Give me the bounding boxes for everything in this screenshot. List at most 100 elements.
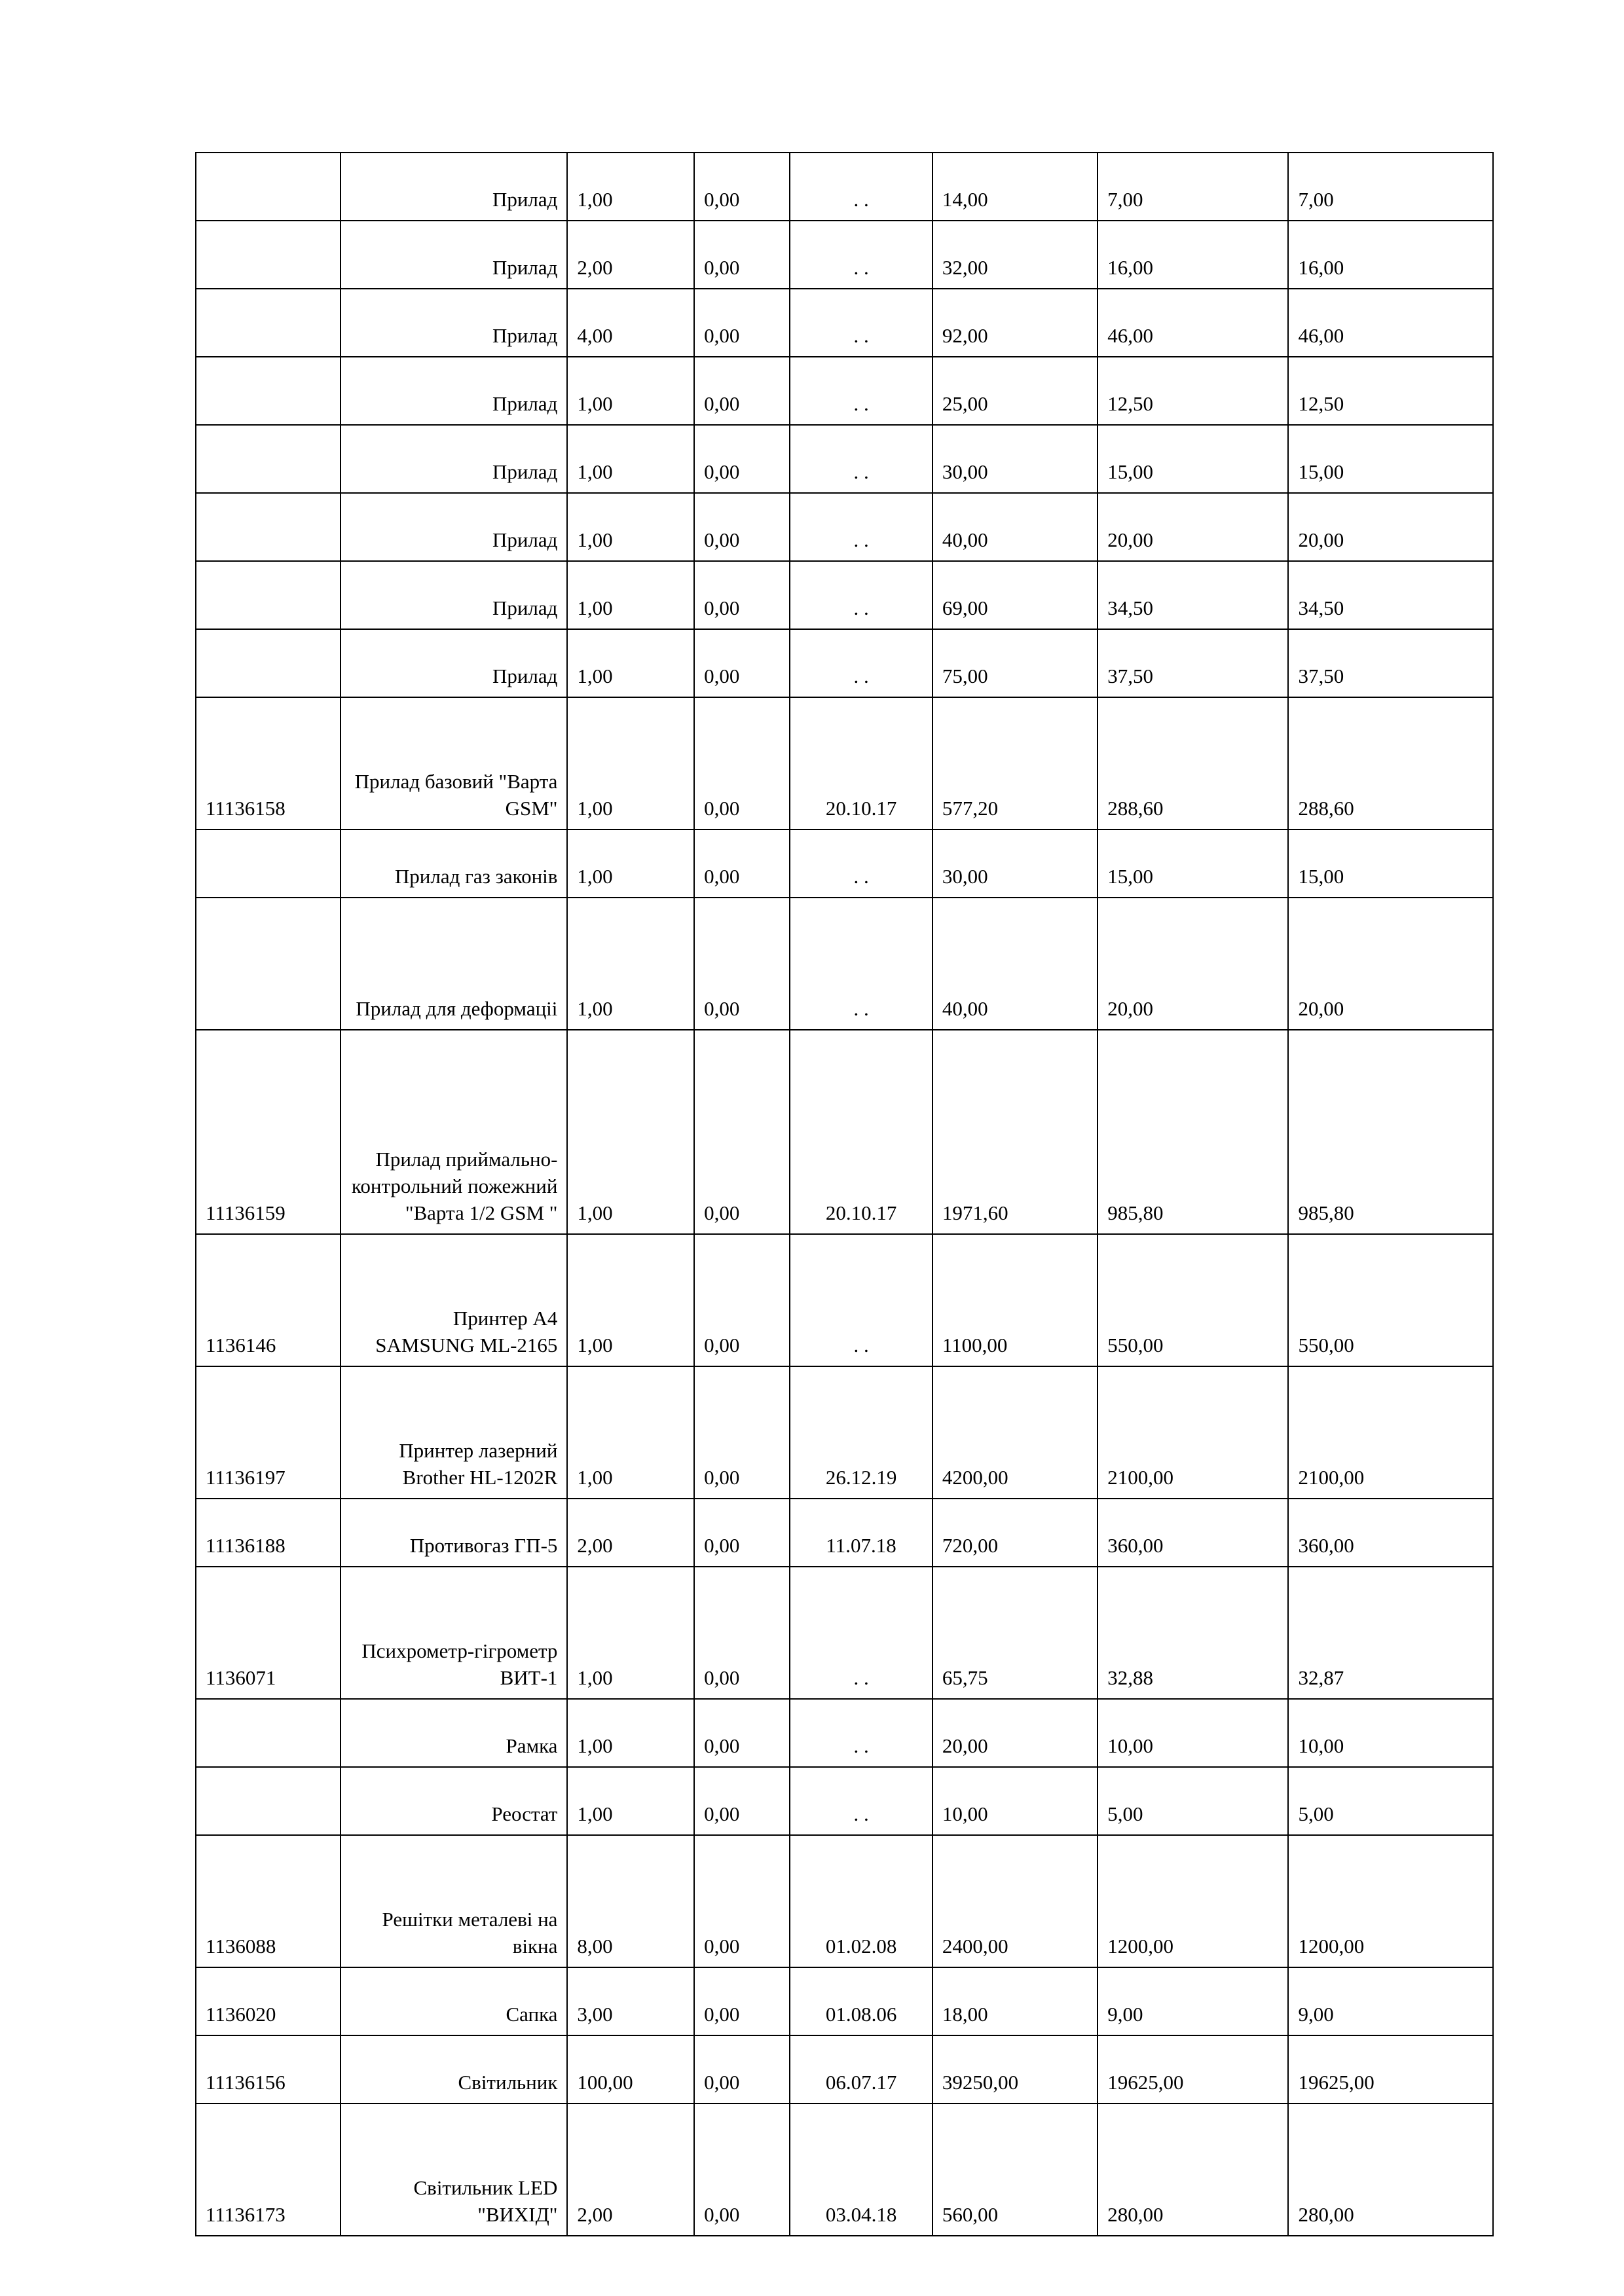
cell-inventory-number <box>194 629 342 698</box>
cell-date: . . <box>789 1698 933 1768</box>
cell-half-sum-1: 20,00 <box>1097 897 1289 1030</box>
table-row: Прилад 2,00 0,00. . 32,00 16,00 16,00 <box>194 220 1494 289</box>
cell-total-sum: 69,00 <box>931 560 1099 630</box>
cell-zero-column: 0,00 <box>693 220 791 289</box>
cell-quantity: 1,00 <box>566 897 695 1030</box>
cell-date: 20.10.17 <box>789 697 933 830</box>
cell-date: 03.04.18 <box>789 2103 933 2236</box>
cell-total-sum: 1100,00 <box>931 1233 1099 1367</box>
cell-half-sum-1: 288,60 <box>1097 697 1289 830</box>
cell-inventory-number: 11136159 <box>194 1029 342 1235</box>
cell-quantity: 1,00 <box>566 152 695 221</box>
cell-quantity: 1,00 <box>566 697 695 830</box>
cell-date: 26.12.19 <box>789 1366 933 1499</box>
cell-half-sum-1: 280,00 <box>1097 2103 1289 2236</box>
cell-date: . . <box>789 492 933 562</box>
cell-item-name: Решітки металеві на вікна <box>340 1834 568 1968</box>
cell-inventory-number <box>194 1766 342 1836</box>
cell-half-sum-1: 46,00 <box>1097 288 1289 357</box>
cell-half-sum-2: 7,00 <box>1287 152 1494 221</box>
cell-half-sum-1: 985,80 <box>1097 1029 1289 1235</box>
cell-quantity: 1,00 <box>566 1766 695 1836</box>
cell-inventory-number: 1136146 <box>194 1233 342 1367</box>
cell-item-name: Прилад <box>340 288 568 357</box>
cell-quantity: 1,00 <box>566 1029 695 1235</box>
cell-zero-column: 0,00 <box>693 560 791 630</box>
table-row: 11136197 Принтер лазерний Brother HL-1202… <box>194 1366 1494 1499</box>
cell-item-name: Прилад <box>340 152 568 221</box>
cell-inventory-number <box>194 152 342 221</box>
cell-date: . . <box>789 1233 933 1367</box>
cell-total-sum: 30,00 <box>931 424 1099 494</box>
cell-total-sum: 40,00 <box>931 492 1099 562</box>
cell-inventory-number <box>194 492 342 562</box>
cell-date: . . <box>789 560 933 630</box>
cell-inventory-number: 11136188 <box>194 1498 342 1567</box>
cell-half-sum-2: 10,00 <box>1287 1698 1494 1768</box>
cell-half-sum-2: 16,00 <box>1287 220 1494 289</box>
cell-half-sum-2: 360,00 <box>1287 1498 1494 1567</box>
cell-date: . . <box>789 829 933 898</box>
table-row: Рамка 1,00 0,00. . 20,00 10,00 10,00 <box>194 1698 1494 1768</box>
cell-total-sum: 75,00 <box>931 629 1099 698</box>
cell-total-sum: 65,75 <box>931 1566 1099 1700</box>
cell-half-sum-2: 32,87 <box>1287 1566 1494 1700</box>
cell-inventory-number: 11136197 <box>194 1366 342 1499</box>
cell-item-name: Противогаз ГП-5 <box>340 1498 568 1567</box>
cell-quantity: 100,00 <box>566 2035 695 2104</box>
table-row: 11136173 Світильник LED "ВИХІД" 2,00 0,00 03… <box>194 2103 1494 2236</box>
cell-zero-column: 0,00 <box>693 492 791 562</box>
cell-inventory-number <box>194 220 342 289</box>
cell-half-sum-1: 1200,00 <box>1097 1834 1289 1968</box>
cell-inventory-number: 11136173 <box>194 2103 342 2236</box>
cell-half-sum-1: 20,00 <box>1097 492 1289 562</box>
cell-item-name: Світильник LED "ВИХІД" <box>340 2103 568 2236</box>
cell-zero-column: 0,00 <box>693 1366 791 1499</box>
cell-quantity: 1,00 <box>566 1698 695 1768</box>
cell-quantity: 1,00 <box>566 1366 695 1499</box>
table-row: Прилад для деформаціі 1,00 0,00. . 40,00 20,… <box>194 897 1494 1030</box>
table-row: 1136146 Принтер А4 SAMSUNG ML-2165 1,00 0,0… <box>194 1233 1494 1367</box>
cell-total-sum: 39250,00 <box>931 2035 1099 2104</box>
cell-zero-column: 0,00 <box>693 1766 791 1836</box>
cell-date: . . <box>789 1766 933 1836</box>
cell-date: . . <box>789 356 933 426</box>
cell-half-sum-1: 7,00 <box>1097 152 1289 221</box>
cell-item-name: Психрометр-гігрометр ВИТ-1 <box>340 1566 568 1700</box>
table-row: Прилад 1,00 0,00. . 25,00 12,50 12,50 <box>194 356 1494 426</box>
cell-total-sum: 92,00 <box>931 288 1099 357</box>
cell-zero-column: 0,00 <box>693 1834 791 1968</box>
cell-zero-column: 0,00 <box>693 152 791 221</box>
cell-zero-column: 0,00 <box>693 697 791 830</box>
cell-total-sum: 2400,00 <box>931 1834 1099 1968</box>
cell-quantity: 4,00 <box>566 288 695 357</box>
table-row: 1136020 Сапка 3,00 0,00 01.08.06 18,00 9,00 9,0… <box>194 1967 1494 2036</box>
cell-total-sum: 40,00 <box>931 897 1099 1030</box>
cell-half-sum-2: 5,00 <box>1287 1766 1494 1836</box>
cell-half-sum-1: 19625,00 <box>1097 2035 1289 2104</box>
cell-quantity: 1,00 <box>566 356 695 426</box>
cell-zero-column: 0,00 <box>693 829 791 898</box>
inventory-table-container: Прилад 1,00 0,00. . 14,00 7,00 7,00 Прилад 2,00… <box>194 152 1494 2236</box>
cell-half-sum-1: 34,50 <box>1097 560 1289 630</box>
table-row: Реостат 1,00 0,00. . 10,00 5,00 5,00 <box>194 1766 1494 1836</box>
cell-half-sum-2: 550,00 <box>1287 1233 1494 1367</box>
cell-half-sum-1: 2100,00 <box>1097 1366 1289 1499</box>
cell-half-sum-2: 15,00 <box>1287 829 1494 898</box>
cell-inventory-number <box>194 288 342 357</box>
cell-total-sum: 30,00 <box>931 829 1099 898</box>
cell-quantity: 1,00 <box>566 560 695 630</box>
cell-quantity: 2,00 <box>566 1498 695 1567</box>
cell-quantity: 1,00 <box>566 492 695 562</box>
cell-item-name: Прилад <box>340 492 568 562</box>
cell-zero-column: 0,00 <box>693 1029 791 1235</box>
cell-quantity: 1,00 <box>566 424 695 494</box>
cell-half-sum-1: 360,00 <box>1097 1498 1289 1567</box>
cell-zero-column: 0,00 <box>693 2035 791 2104</box>
cell-quantity: 8,00 <box>566 1834 695 1968</box>
table-row: Прилад 4,00 0,00. . 92,00 46,00 46,00 <box>194 288 1494 357</box>
cell-inventory-number <box>194 424 342 494</box>
cell-half-sum-2: 34,50 <box>1287 560 1494 630</box>
table-row: Прилад 1,00 0,00. . 14,00 7,00 7,00 <box>194 152 1494 221</box>
